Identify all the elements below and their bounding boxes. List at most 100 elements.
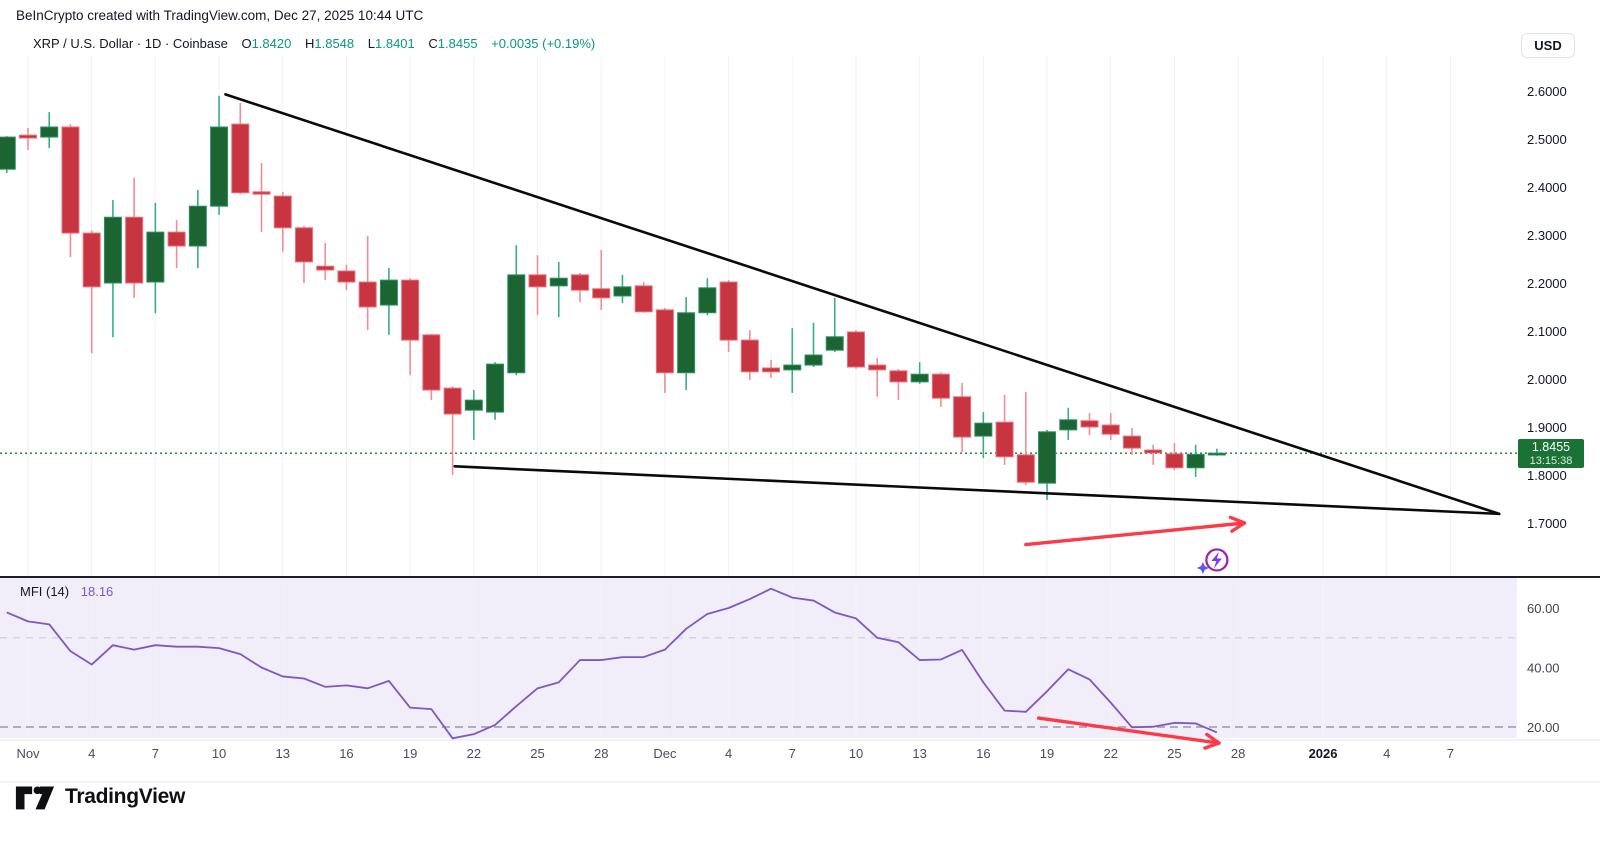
- candle-body: [273, 195, 292, 229]
- time-scale-label: 7: [1447, 746, 1454, 761]
- candle: [592, 249, 611, 310]
- candle-body: [634, 285, 653, 313]
- candle-body: [1144, 449, 1163, 454]
- time-scale-label: 22: [467, 746, 481, 761]
- price-scale-label: 2.6000: [1527, 84, 1567, 99]
- trendline-lower-support[interactable]: [453, 465, 1501, 516]
- candle-body: [804, 354, 823, 366]
- candle-body: [762, 367, 781, 373]
- time-scale-label: 4: [88, 746, 95, 761]
- candle: [1038, 429, 1057, 500]
- currency-toggle-button[interactable]: USD: [1521, 33, 1575, 58]
- candle-body: [889, 370, 908, 383]
- high-value: 1.8548: [314, 36, 355, 51]
- price-scale-label: 1.9000: [1527, 420, 1567, 435]
- candle: [146, 202, 165, 314]
- candle: [1165, 442, 1184, 471]
- candle: [889, 368, 908, 401]
- candle-body: [995, 421, 1014, 458]
- time-scale-label: 25: [1167, 746, 1181, 761]
- candle: [337, 264, 356, 291]
- candle-body: [1059, 419, 1078, 431]
- candle: [634, 282, 653, 313]
- candle-body: [486, 363, 505, 413]
- candle: [1144, 444, 1163, 465]
- candle-body: [125, 216, 144, 284]
- time-scale-label: 13: [276, 746, 290, 761]
- candle: [252, 163, 271, 233]
- time-scale-label: 4: [725, 746, 732, 761]
- candle-body: [825, 336, 844, 351]
- close-value: 1.8455: [437, 36, 478, 51]
- time-scale-label: 28: [1231, 746, 1245, 761]
- time-scale-label: 7: [152, 746, 159, 761]
- candle-body: [252, 191, 271, 195]
- time-scale-label: Nov: [16, 746, 40, 761]
- candle: [995, 394, 1014, 465]
- last-price-badge: 1.8455 13:15:38: [1518, 439, 1584, 468]
- candle: [507, 245, 526, 376]
- tradingview-logo[interactable]: TradingView: [14, 783, 185, 811]
- candle-body: [167, 231, 186, 247]
- candle: [719, 280, 738, 353]
- candle: [931, 372, 950, 407]
- time-scale-label: 10: [849, 746, 863, 761]
- candle-body: [953, 396, 972, 438]
- candle: [0, 136, 16, 174]
- time-scale-label: 4: [1383, 746, 1390, 761]
- candle-body: [19, 134, 37, 139]
- candle: [613, 274, 632, 304]
- price-scale-label: 2.3000: [1527, 228, 1567, 243]
- candle-body: [1207, 452, 1226, 456]
- low-value: 1.8401: [375, 36, 415, 51]
- candle-body: [1186, 453, 1205, 469]
- candle: [210, 95, 229, 215]
- candle: [486, 362, 505, 420]
- candle-body: [507, 274, 526, 374]
- change-value: +0.0035 (+0.19%): [491, 36, 596, 51]
- price-scale-label: 2.0000: [1527, 372, 1567, 387]
- candle-body: [82, 232, 101, 288]
- tradingview-logo-icon: [15, 786, 55, 810]
- candle-body: [443, 387, 462, 415]
- candle: [1122, 427, 1141, 455]
- candle: [61, 124, 80, 258]
- candle-body: [401, 279, 420, 341]
- candle: [401, 278, 420, 376]
- candle: [231, 103, 250, 195]
- price-annotation-arrow[interactable]: [1024, 521, 1247, 547]
- chart-legend: XRP / U.S. Dollar · 1D · Coinbase O1.842…: [33, 36, 595, 51]
- candle-body: [1165, 453, 1184, 469]
- time-scale-label: 10: [212, 746, 226, 761]
- candle-body: [1016, 454, 1035, 483]
- candle: [762, 359, 781, 379]
- candle: [677, 296, 696, 391]
- candle: [40, 112, 59, 149]
- time-scale-label: 16: [339, 746, 353, 761]
- candle: [974, 412, 993, 459]
- indicator-legend[interactable]: MFI (14) 18.16: [20, 584, 113, 599]
- candle-body: [655, 309, 674, 374]
- candle: [549, 261, 568, 318]
- candle: [125, 177, 144, 298]
- candle: [740, 330, 759, 380]
- candle-body: [549, 277, 568, 287]
- candle-body: [0, 136, 16, 170]
- mfi-annotation-arrow-head: [1203, 732, 1221, 750]
- trendline-upper-descending[interactable]: [224, 93, 1501, 516]
- time-scale-label: 2026: [1309, 746, 1338, 761]
- candle: [273, 191, 292, 252]
- page-title: BeInCrypto created with TradingView.com,…: [16, 8, 424, 23]
- candle-body: [464, 399, 483, 411]
- last-price-value: 1.8455: [1531, 440, 1571, 454]
- price-annotation-arrow-head: [1228, 515, 1247, 533]
- candle-body: [1038, 431, 1057, 484]
- candle-body: [910, 373, 929, 383]
- mfi-annotation-arrow[interactable]: [1036, 716, 1221, 745]
- candle-body: [677, 312, 696, 374]
- candle: [698, 278, 717, 316]
- candle: [528, 255, 547, 316]
- candle-body: [294, 227, 313, 263]
- candle: [783, 328, 802, 393]
